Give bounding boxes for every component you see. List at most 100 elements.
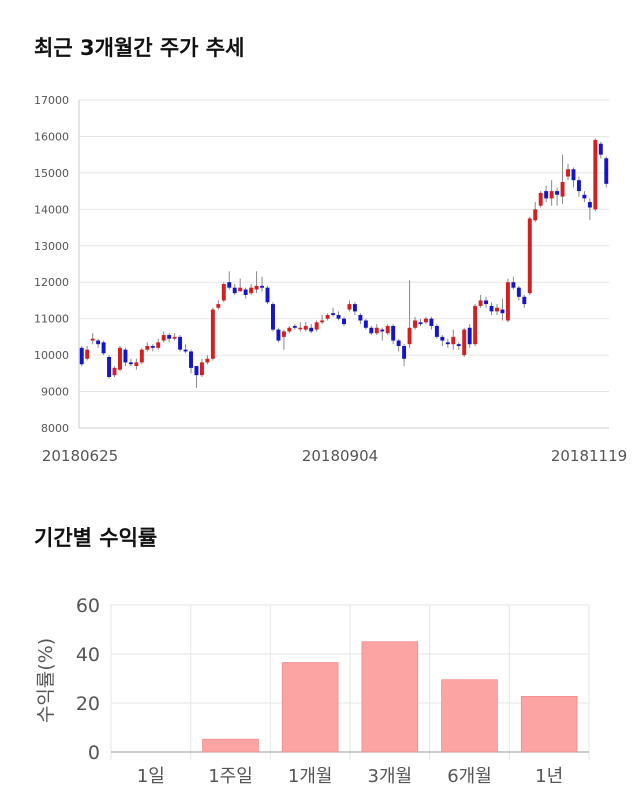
candle-body <box>336 315 341 319</box>
candle-body <box>396 340 401 346</box>
candle-body <box>101 342 106 354</box>
candle-body <box>265 287 270 303</box>
candle-body <box>538 192 543 206</box>
candle-body <box>216 304 221 308</box>
y-tick-label: 16000 <box>34 130 69 143</box>
candle-body <box>314 322 319 330</box>
candle-body <box>511 282 516 288</box>
candle-body <box>254 285 259 290</box>
candle-body <box>440 336 445 341</box>
y-tick-label: 13000 <box>34 240 69 253</box>
period-return-bar-chart: 0 20 40 60 1일 1주일 1개월 3개월 6개월 1년 수익률(%) <box>35 595 590 787</box>
x-tick-label: 20180904 <box>302 447 378 465</box>
y-tick-label: 11000 <box>34 313 69 326</box>
x-tick-label: 20181119 <box>551 447 627 465</box>
candle-body <box>418 322 423 325</box>
candle-body <box>402 346 407 359</box>
candle-body <box>342 318 346 325</box>
candle-body <box>434 325 439 337</box>
candle-body <box>107 356 112 377</box>
candle-body <box>260 285 265 288</box>
x-tick-label: 1일 <box>137 766 165 787</box>
candle-body <box>495 307 499 312</box>
candle-body <box>281 331 286 337</box>
candle-body <box>347 304 352 310</box>
y-tick-label: 10000 <box>34 349 69 362</box>
candle-body <box>139 349 144 363</box>
candle-body <box>167 335 172 339</box>
candle-body <box>598 143 603 155</box>
y-tick-label: 12000 <box>34 276 69 289</box>
candle-body <box>303 325 308 330</box>
y-tick-label: 0 <box>88 742 100 764</box>
candle-body <box>298 327 303 330</box>
candle-body <box>210 309 215 359</box>
candle-body <box>407 327 412 345</box>
candle-body <box>500 309 505 314</box>
candle-body <box>145 346 150 350</box>
candle-body <box>363 320 368 328</box>
candle-body <box>128 362 133 365</box>
candle-body <box>516 287 521 297</box>
candle-body <box>238 287 243 292</box>
y-tick-label: 8000 <box>41 422 69 435</box>
candle-body <box>183 349 188 352</box>
candle-body <box>571 169 576 181</box>
candle-body <box>309 327 314 332</box>
candle-body <box>593 140 598 210</box>
candle-body <box>199 362 204 376</box>
candle-body <box>287 327 292 332</box>
candle-body <box>118 347 122 370</box>
candle-body <box>484 300 489 305</box>
x-tick-label: 6개월 <box>447 766 492 787</box>
candle-body <box>544 191 549 199</box>
candle-body <box>156 342 161 348</box>
candle-body <box>445 342 450 345</box>
candle-body <box>587 202 592 208</box>
candle-body <box>358 315 363 321</box>
return-bar <box>281 662 339 753</box>
candle-body <box>391 325 396 341</box>
candle-body <box>560 182 565 197</box>
price-candlestick-chart: 17000 16000 15000 14000 13000 12000 11000 10000… <box>34 94 627 465</box>
candle-body <box>582 194 587 199</box>
candle-body <box>205 358 210 363</box>
y-tick-label: 15000 <box>34 167 69 180</box>
candle-body <box>549 191 554 199</box>
candle-body <box>178 336 183 350</box>
candle-body <box>576 180 581 192</box>
candle-body <box>489 305 494 312</box>
candle-body <box>374 327 379 334</box>
candle-body <box>505 282 510 321</box>
return-bar <box>520 695 578 753</box>
candle-body <box>221 284 226 301</box>
candle-body <box>189 351 193 368</box>
candle-body <box>123 349 128 363</box>
candle-body <box>369 327 374 334</box>
candle-body <box>380 329 385 332</box>
candle-body <box>325 315 330 319</box>
candle-body <box>533 209 538 221</box>
candle-body <box>276 329 281 341</box>
candle-body <box>478 300 483 306</box>
price-trend-title: 최근 3개월간 주가 추세 <box>34 36 245 60</box>
return-bar <box>361 641 419 753</box>
period-return-title: 기간별 수익률 <box>34 526 158 550</box>
y-axis-label: 수익률(%) <box>35 638 57 723</box>
y-tick-label: 20 <box>76 693 100 715</box>
candle-body <box>249 287 254 294</box>
candle-body <box>320 320 325 323</box>
candle-body <box>232 287 237 294</box>
y-tick-label: 14000 <box>34 203 69 216</box>
y-tick-label: 60 <box>76 595 100 617</box>
candle-body <box>462 329 467 356</box>
y-tick-label: 9000 <box>41 386 69 399</box>
candle-body <box>90 338 95 341</box>
candle-body <box>271 304 275 330</box>
candle-body <box>331 313 336 316</box>
y-tick-label: 17000 <box>34 94 69 107</box>
candle-body <box>467 327 472 345</box>
candle-body <box>413 320 417 328</box>
candle-body <box>85 349 90 359</box>
y-tick-label: 40 <box>76 644 100 666</box>
